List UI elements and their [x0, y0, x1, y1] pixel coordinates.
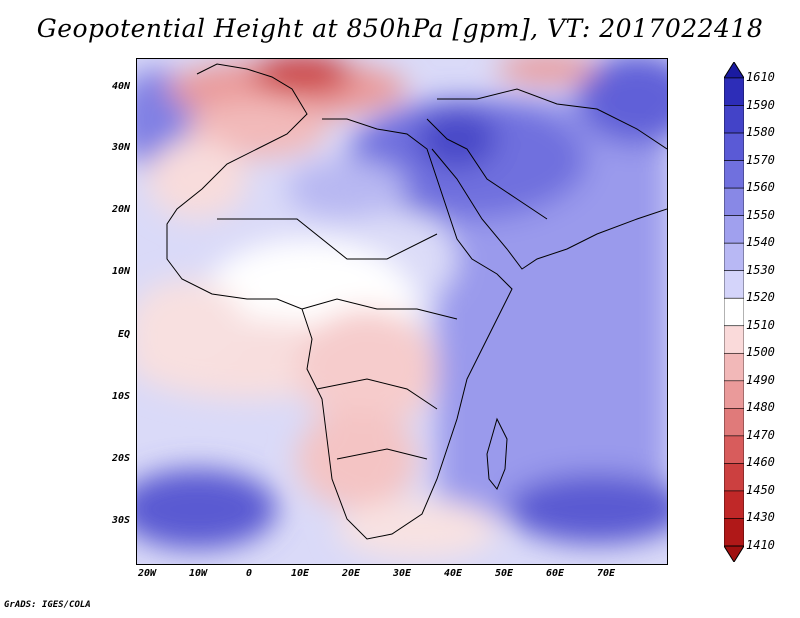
colorbar-swatch — [724, 435, 744, 464]
colorbar-label: 1460 — [746, 455, 775, 470]
colorbar-swatch — [724, 490, 744, 519]
colorbar-swatch — [724, 352, 744, 382]
colorbar-swatch — [724, 160, 744, 189]
lon-tick: 20W — [137, 568, 157, 579]
colorbar-label: 1450 — [746, 482, 775, 497]
credit-label: GrADS: IGES/COLA — [4, 600, 91, 610]
lon-tick: 40E — [443, 568, 463, 579]
lat-tick: 40N — [111, 81, 130, 92]
lat-tick: 30N — [111, 142, 130, 153]
height-field — [137, 59, 667, 559]
colorbar-swatch — [724, 463, 744, 492]
lat-tick: 10S — [111, 391, 130, 402]
map-plot-area — [136, 58, 668, 565]
colorbar-label: 1530 — [746, 262, 775, 277]
lon-tick: 20E — [341, 568, 361, 579]
colorbar-label: 1610 — [746, 70, 775, 84]
colorbar-swatch — [724, 408, 744, 437]
lon-tick: 10E — [290, 568, 310, 579]
map-canvas — [137, 59, 667, 564]
colorbar-label: 1480 — [746, 400, 775, 415]
colorbar-top-arrow — [724, 62, 744, 79]
colorbar-swatch — [724, 380, 744, 409]
colorbar-label: 1510 — [746, 317, 775, 332]
lon-tick: 0 — [245, 568, 253, 579]
lon-tick: 30E — [392, 568, 412, 579]
colorbar-label: 1540 — [746, 235, 775, 250]
colorbar-label: 1430 — [746, 510, 775, 525]
colorbar-swatch — [724, 132, 744, 161]
colorbar-label: 1590 — [746, 97, 775, 112]
lon-tick: 50E — [494, 568, 514, 579]
lat-tick: 30S — [111, 515, 130, 526]
lat-tick: EQ — [117, 329, 130, 340]
colorbar-label: 1500 — [746, 345, 775, 360]
lon-tick: 10W — [188, 568, 208, 579]
colorbar-label: 1470 — [746, 427, 775, 442]
colorbar-label: 1520 — [746, 290, 775, 305]
colorbar-swatch — [724, 325, 744, 354]
colorbar-label: 1410 — [746, 538, 775, 552]
colorbar-label: 1560 — [746, 180, 775, 195]
colorbar-swatch — [724, 105, 744, 134]
lon-tick: 60E — [545, 568, 565, 579]
colorbar-swatch — [724, 297, 744, 327]
colorbar — [724, 62, 744, 562]
colorbar-label: 1570 — [746, 152, 775, 167]
colorbar-swatch — [724, 77, 744, 106]
colorbar-bottom-arrow — [724, 545, 744, 562]
coastlines — [166, 63, 667, 540]
colorbar-swatch — [724, 270, 744, 299]
colorbar-swatch — [724, 242, 744, 272]
lat-tick: 20N — [111, 204, 130, 215]
colorbar-swatch — [724, 187, 744, 216]
colorbar-label: 1580 — [746, 125, 775, 140]
colorbar-label: 1490 — [746, 372, 775, 387]
colorbar-swatch — [724, 215, 744, 244]
lat-tick: 20S — [111, 453, 130, 464]
chart-title: Geopotential Height at 850hPa [gpm], VT:… — [36, 14, 764, 43]
colorbar-label: 1550 — [746, 207, 775, 222]
colorbar-swatch — [724, 518, 744, 547]
lon-tick: 70E — [596, 568, 616, 579]
lat-tick: 10N — [111, 266, 130, 277]
